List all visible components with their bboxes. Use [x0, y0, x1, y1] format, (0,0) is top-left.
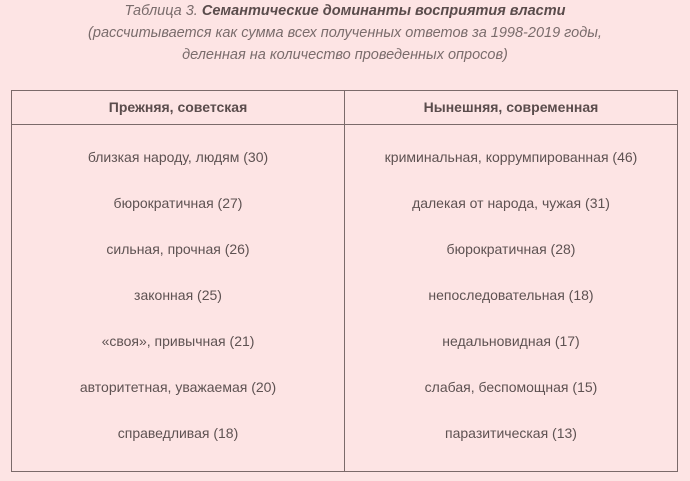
- data-table: Прежняя, советская Нынешняя, современная…: [11, 90, 678, 472]
- caption-note-line1: (рассчитывается как сумма всех полученны…: [88, 25, 602, 41]
- header-former: Прежняя, советская: [108, 99, 248, 115]
- column-former: близкая народу, людям (30) бюрократичная…: [12, 134, 344, 456]
- caption-note-line2: деленная на количество проведенных опрос…: [182, 47, 508, 63]
- column-divider: [344, 91, 345, 471]
- column-current: криминальная, коррумпированная (46) дале…: [345, 134, 677, 456]
- table-caption-title: Таблица 3. Семантические доминанты воспр…: [0, 3, 690, 19]
- table-cell: сильная, прочная (26): [106, 241, 250, 257]
- table-cell: непоследовательная (18): [428, 287, 594, 303]
- table-cell: близкая народу, людям (30): [87, 149, 269, 165]
- table-cell: слабая, беспомощная (15): [424, 379, 598, 395]
- header-current: Нынешняя, современная: [423, 99, 599, 115]
- table-cell: криминальная, коррумпированная (46): [384, 149, 638, 165]
- caption-label: Таблица 3.: [124, 3, 198, 19]
- table-cell: бюрократичная (28): [446, 241, 576, 257]
- caption-title: Семантические доминанты восприятия власт…: [201, 3, 566, 19]
- table-cell: «своя», привычная (21): [101, 333, 255, 349]
- table-cell: законная (25): [134, 287, 222, 303]
- table-cell: недальновидная (17): [442, 333, 580, 349]
- table-cell: далекая от народа, чужая (31): [412, 195, 610, 211]
- table-cell: справедливая (18): [117, 425, 239, 441]
- table-cell: авторитетная, уважаемая (20): [79, 379, 277, 395]
- table-cell: паразитическая (13): [445, 425, 577, 441]
- table-cell: бюрократичная (27): [113, 195, 243, 211]
